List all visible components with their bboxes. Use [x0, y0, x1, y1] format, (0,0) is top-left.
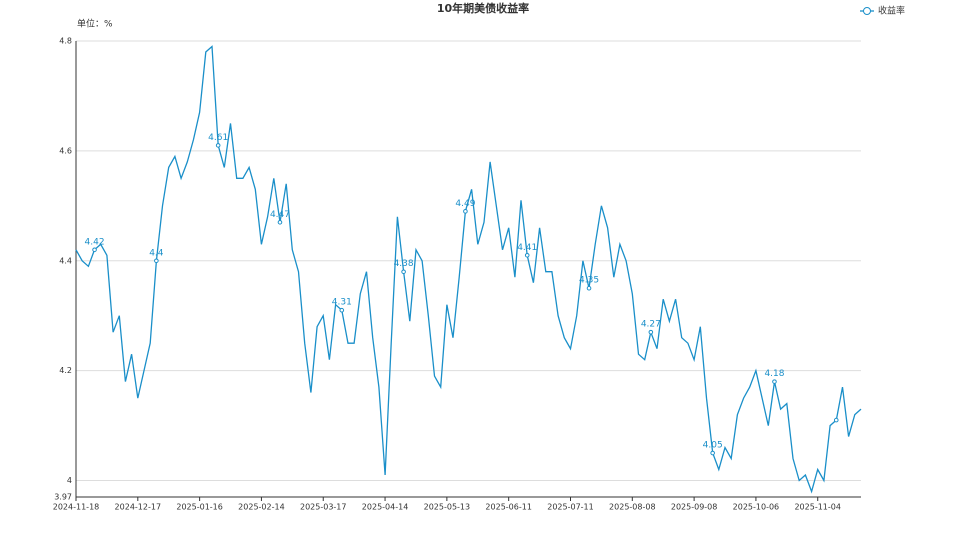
legend-marker — [863, 7, 871, 15]
data-label: 4.61 — [208, 133, 228, 143]
point-marker — [463, 209, 468, 214]
point-marker — [833, 417, 839, 423]
y-tick-label: 4.6 — [59, 146, 72, 155]
x-tick-label: 2025-01-16 — [176, 503, 223, 512]
point-marker — [339, 307, 345, 313]
point-marker — [277, 220, 283, 225]
data-label: 4.38 — [394, 259, 414, 269]
data-label: 4.49 — [455, 199, 475, 209]
y-tick-label: 4.2 — [59, 366, 72, 375]
x-tick-label: 2024-12-17 — [115, 503, 162, 512]
x-tick-label: 2025-06-11 — [485, 503, 532, 512]
point-marker — [648, 329, 654, 335]
series-line — [75, 45, 862, 494]
x-tick-label: 2025-05-13 — [424, 503, 471, 512]
x-tick-label: 2025-03-17 — [300, 503, 347, 512]
y-tick-label: 4 — [67, 476, 72, 485]
x-tick-label: 2025-04-14 — [362, 503, 409, 512]
x-tick-label: 2025-10-06 — [733, 503, 780, 512]
x-tick-label: 2025-11-04 — [794, 503, 841, 512]
point-marker — [524, 252, 530, 258]
data-label: 4.31 — [332, 298, 352, 308]
y-tick-label: 3.97 — [54, 493, 72, 502]
point-marker — [772, 379, 777, 384]
point-marker — [215, 143, 221, 148]
data-label: 4.41 — [517, 243, 537, 253]
chart-title: 10年期美债收益率 — [437, 1, 529, 15]
x-tick-label: 2025-02-14 — [238, 503, 285, 512]
point-marker — [154, 258, 159, 264]
data-label: 4.27 — [641, 320, 661, 330]
x-tick-label: 2025-07-11 — [547, 503, 594, 512]
y-tick-label: 4.4 — [59, 256, 72, 265]
data-label: 4.42 — [85, 237, 105, 247]
data-label: 4.47 — [270, 210, 290, 220]
data-label: 4.05 — [703, 441, 723, 451]
data-label: 4.18 — [764, 369, 784, 379]
point-marker — [586, 285, 592, 291]
y-tick-label: 4.8 — [59, 37, 72, 46]
point-marker — [401, 269, 406, 275]
legend-label: 收益率 — [878, 5, 905, 17]
point-marker — [710, 450, 715, 456]
x-tick-label: 2025-08-08 — [609, 503, 656, 512]
data-label: 4.35 — [579, 276, 599, 286]
point-marker — [92, 247, 97, 253]
x-tick-label: 2024-11-18 — [53, 503, 100, 512]
x-tick-label: 2025-09-08 — [671, 503, 718, 512]
data-label: 4.4 — [149, 248, 164, 258]
y-axis-name: 单位：% — [77, 18, 113, 30]
